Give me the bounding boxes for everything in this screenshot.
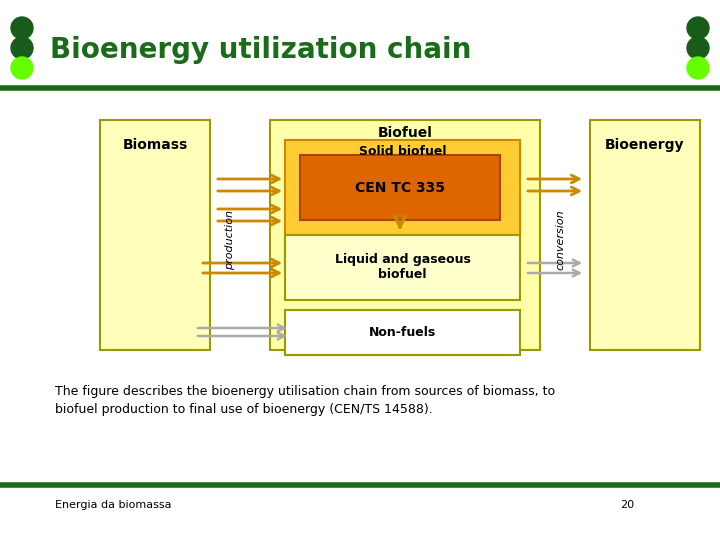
Circle shape [687, 57, 709, 79]
Text: Bioenergy: Bioenergy [606, 138, 685, 152]
Text: CEN TC 335: CEN TC 335 [355, 180, 445, 194]
Bar [300, 155, 500, 220]
Text: The figure describes the bioenergy utilisation chain from sources of biomass, to: The figure describes the bioenergy utili… [55, 385, 555, 416]
Text: Biofuel: Biofuel [377, 126, 433, 140]
Text: Biomass: Biomass [122, 138, 188, 152]
Text: Liquid and gaseous
biofuel: Liquid and gaseous biofuel [335, 253, 470, 281]
Text: 20: 20 [620, 500, 634, 510]
Bar [100, 120, 210, 350]
Bar [590, 120, 700, 350]
Text: conversion: conversion [555, 210, 565, 271]
Bar [285, 140, 520, 270]
Text: Energia da biomassa: Energia da biomassa [55, 500, 171, 510]
Text: Solid biofuel: Solid biofuel [359, 145, 446, 158]
Circle shape [687, 37, 709, 59]
Circle shape [687, 17, 709, 39]
Bar [285, 310, 520, 355]
Text: Bioenergy utilization chain: Bioenergy utilization chain [50, 36, 472, 64]
Text: Non-fuels: Non-fuels [369, 326, 436, 339]
Circle shape [11, 37, 33, 59]
Bar [285, 235, 520, 300]
Circle shape [11, 17, 33, 39]
Text: production: production [225, 210, 235, 270]
Circle shape [11, 57, 33, 79]
Bar [270, 120, 540, 350]
